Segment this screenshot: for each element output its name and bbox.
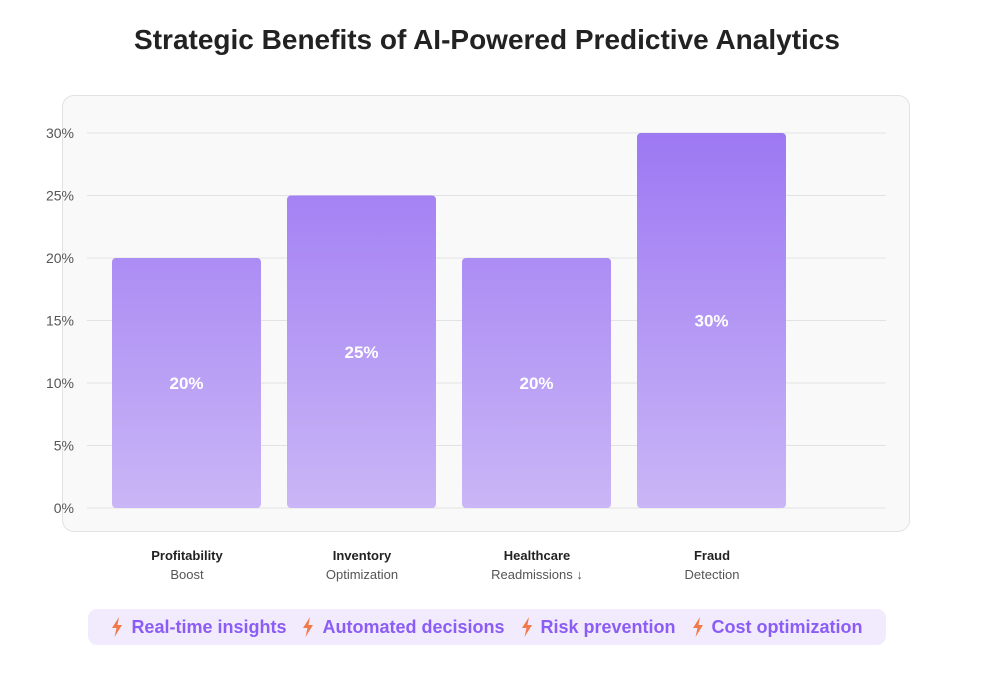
x-label-fraud: Fraud Detection [632, 546, 792, 584]
benefit-risk-prevention: Risk prevention [521, 617, 676, 638]
lightning-icon [112, 617, 123, 637]
benefit-real-time-insights: Real-time insights [111, 617, 286, 638]
benefit-automated-decisions: Automated decisions [302, 616, 505, 638]
x-label-line2: Boost [170, 567, 204, 582]
benefit-label: Real-time insights [131, 616, 287, 637]
y-tick-label: 5% [54, 438, 74, 454]
x-label-line2: Optimization [325, 567, 399, 582]
bar-value-label: 20% [519, 374, 553, 393]
benefit-label: Risk prevention [540, 616, 676, 637]
benefit-label: Automated decisions [322, 616, 505, 637]
lightning-icon [521, 617, 532, 637]
bar [287, 195, 436, 508]
lightning-icon [303, 617, 314, 637]
bar [637, 133, 786, 508]
bar-value-label: 20% [169, 374, 203, 393]
x-label-line1: Healthcare [503, 548, 571, 563]
bar [112, 258, 261, 508]
y-tick-label: 10% [46, 375, 74, 391]
bar [462, 258, 611, 508]
y-tick-label: 20% [46, 250, 74, 266]
bar-chart: 0% 5% 10% 15% 20% 25% 30% 20% 25% 20% 30% [46, 125, 886, 516]
y-tick-label: 25% [46, 188, 74, 204]
x-label-line1: Profitability [151, 548, 223, 563]
y-tick-label: 0% [54, 500, 74, 516]
x-label-inventory: Inventory Optimization [282, 546, 442, 584]
x-label-line2: Readmissions ↓ [491, 567, 583, 582]
y-tick-label: 30% [46, 125, 74, 141]
y-tick-label: 15% [46, 313, 74, 329]
x-label-line2: Detection [684, 567, 740, 582]
x-label-profitability: Profitability Boost [107, 546, 267, 584]
bar-value-label: 25% [344, 343, 378, 362]
benefit-cost-optimization: Cost optimization [692, 617, 863, 638]
x-label-healthcare: Healthcare Readmissions ↓ [457, 546, 617, 584]
benefits-bar: Real-time insights Automated decisions R… [88, 609, 886, 645]
x-label-line1: Inventory [332, 548, 392, 563]
lightning-icon [692, 617, 703, 637]
x-label-line1: Fraud [693, 548, 731, 563]
benefit-label: Cost optimization [711, 616, 863, 637]
chart-title: Strategic Benefits of AI-Powered Predict… [134, 24, 840, 55]
bar-value-label: 30% [694, 312, 728, 331]
